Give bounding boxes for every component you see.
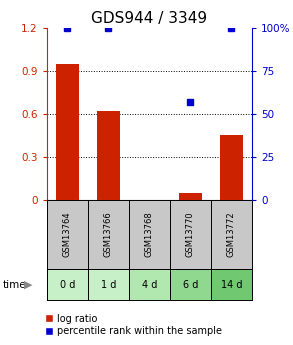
Bar <box>220 135 243 200</box>
Text: 1 d: 1 d <box>101 280 116 289</box>
Bar <box>179 193 202 200</box>
Text: GSM13768: GSM13768 <box>145 212 154 257</box>
Title: GDS944 / 3349: GDS944 / 3349 <box>91 11 207 27</box>
Text: GSM13764: GSM13764 <box>63 212 72 257</box>
Text: 14 d: 14 d <box>221 280 242 289</box>
Bar <box>97 111 120 200</box>
Bar <box>211 269 252 300</box>
Text: GSM13772: GSM13772 <box>227 212 236 257</box>
Bar <box>47 269 88 300</box>
Text: 4 d: 4 d <box>142 280 157 289</box>
Text: ▶: ▶ <box>23 280 32 289</box>
Text: GSM13770: GSM13770 <box>186 212 195 257</box>
Bar <box>88 269 129 300</box>
Text: 6 d: 6 d <box>183 280 198 289</box>
Text: GSM13766: GSM13766 <box>104 212 113 257</box>
Legend: log ratio, percentile rank within the sample: log ratio, percentile rank within the sa… <box>43 312 224 338</box>
Bar <box>129 269 170 300</box>
Bar <box>170 269 211 300</box>
Bar <box>56 63 79 200</box>
Text: 0 d: 0 d <box>60 280 75 289</box>
Text: time: time <box>3 280 27 289</box>
